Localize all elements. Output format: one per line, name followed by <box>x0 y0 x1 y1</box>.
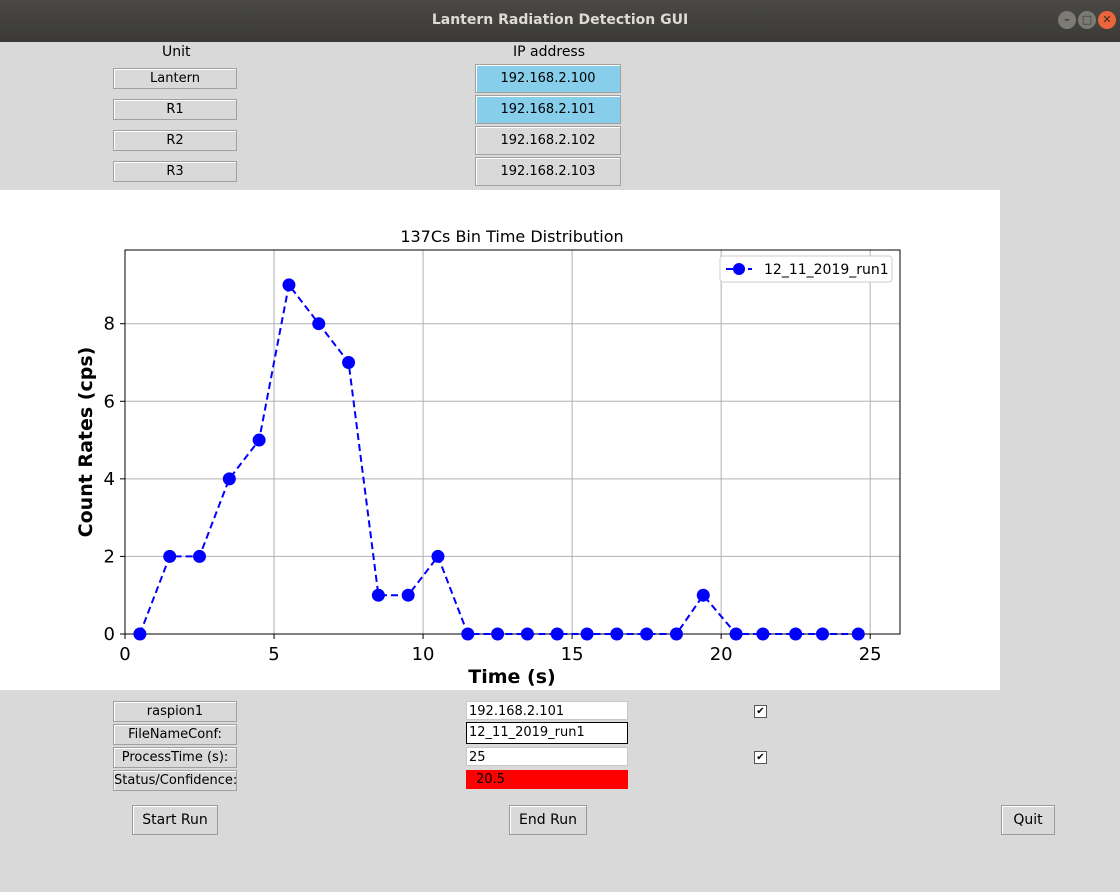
unit-r3: R3 <box>113 161 237 182</box>
data-point <box>342 355 356 369</box>
data-point <box>550 627 564 641</box>
data-point <box>133 627 147 641</box>
device-ip-field[interactable]: 192.168.2.101 <box>466 701 628 720</box>
status-field: 20.5 <box>466 770 628 789</box>
data-point <box>222 472 236 486</box>
data-point <box>789 627 803 641</box>
x-tick-label: 25 <box>859 644 882 665</box>
x-tick-label: 10 <box>412 644 435 665</box>
data-point <box>163 549 177 563</box>
data-point <box>520 627 534 641</box>
data-point <box>431 549 445 563</box>
checkmark-icon: ✔ <box>756 752 765 763</box>
process-time-field[interactable]: 25 <box>466 747 628 766</box>
y-tick-label: 6 <box>104 391 115 412</box>
process-checkbox[interactable]: ✔ <box>754 751 767 764</box>
legend: 12_11_2019_run1 <box>719 255 893 283</box>
title-bar: Lantern Radiation Detection GUI – □ ✕ <box>0 0 1120 42</box>
ip-r2[interactable]: 192.168.2.102 <box>475 126 621 155</box>
x-tick-label: 0 <box>119 644 130 665</box>
data-point <box>401 588 415 602</box>
data-point <box>282 278 296 292</box>
data-point <box>580 627 594 641</box>
y-axis-label: Count Rates (cps) <box>75 347 97 538</box>
x-tick-label: 15 <box>561 644 584 665</box>
filename-field[interactable]: 12_11_2019_run1 <box>466 722 628 744</box>
y-tick-label: 0 <box>104 624 115 645</box>
data-point <box>193 549 207 563</box>
data-point <box>640 627 654 641</box>
data-point <box>756 627 770 641</box>
device-label: raspion1 <box>113 701 237 722</box>
ip-lantern[interactable]: 192.168.2.100 <box>475 64 621 93</box>
ip-header: IP address <box>513 44 586 60</box>
data-point <box>461 627 475 641</box>
plot-area: 0 5 10 15 20 25 0 2 4 6 8 137Cs Bin Time Distribut… <box>0 190 1000 690</box>
y-tick-label: 8 <box>104 314 115 335</box>
series-line <box>138 282 859 635</box>
unit-r2: R2 <box>113 130 237 151</box>
data-point <box>816 627 829 641</box>
chart-title: 137Cs Bin Time Distribution <box>400 227 623 246</box>
data-point <box>696 588 710 602</box>
unit-r1: R1 <box>113 99 237 120</box>
unit-lantern: Lantern <box>113 68 237 89</box>
window-title: Lantern Radiation Detection GUI <box>431 12 689 28</box>
data-point <box>851 627 865 641</box>
unit-header: Unit <box>162 44 191 60</box>
x-axis-label: Time (s) <box>468 666 555 688</box>
end-run-button[interactable]: End Run <box>509 805 587 835</box>
data-point <box>252 433 266 447</box>
legend-label: 12_11_2019_run1 <box>764 262 889 278</box>
process-time-label: ProcessTime (s): <box>113 747 237 768</box>
data-point <box>312 317 326 331</box>
maximize-icon[interactable]: □ <box>1078 11 1096 29</box>
data-point <box>729 627 743 641</box>
x-tick-label: 5 <box>268 644 279 665</box>
start-run-button[interactable]: Start Run <box>132 805 218 835</box>
legend-marker <box>733 263 745 275</box>
y-tick-label: 4 <box>104 469 115 490</box>
y-tick-label: 2 <box>104 546 115 567</box>
checkmark-icon: ✔ <box>756 706 765 717</box>
ip-r3[interactable]: 192.168.2.103 <box>475 157 621 186</box>
data-point <box>610 627 624 641</box>
device-checkbox[interactable]: ✔ <box>754 705 767 718</box>
quit-button[interactable]: Quit <box>1001 805 1055 835</box>
data-point <box>491 627 505 641</box>
minimize-icon[interactable]: – <box>1058 11 1076 29</box>
x-tick-label: 20 <box>710 644 733 665</box>
count-rate-chart: 0 5 10 15 20 25 0 2 4 6 8 137Cs Bin Time Distribut… <box>75 227 901 688</box>
status-label: Status/Confidence: <box>113 770 237 791</box>
axes-frame <box>124 249 901 635</box>
ip-r1[interactable]: 192.168.2.101 <box>475 95 621 124</box>
data-point <box>669 627 683 641</box>
filename-label: FileNameConf: <box>113 724 237 745</box>
close-icon[interactable]: ✕ <box>1098 11 1116 29</box>
data-point <box>371 588 385 602</box>
